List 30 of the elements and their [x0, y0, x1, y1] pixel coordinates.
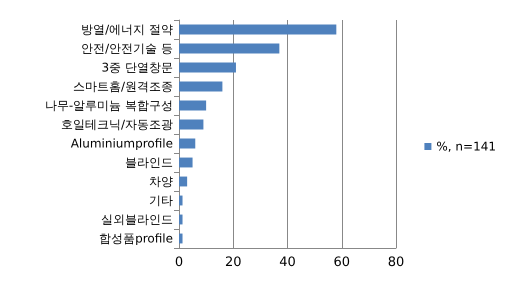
y-tick-label: 차양	[149, 174, 173, 188]
bar	[179, 24, 336, 34]
bar	[179, 234, 183, 244]
x-tick-label: 0	[174, 255, 184, 270]
y-tick-label: Aluminiumprofile	[70, 136, 173, 150]
bar	[179, 120, 204, 130]
x-tick-label: 20	[224, 255, 242, 270]
bar	[179, 196, 183, 206]
bar	[179, 176, 188, 186]
bar	[179, 44, 280, 54]
x-tick-label: 60	[333, 255, 350, 270]
legend-label: %, n=141	[436, 140, 496, 154]
y-tick-label: 기타	[149, 194, 173, 208]
y-tick-label: 호일테크닉/자동조광	[60, 118, 173, 132]
y-tick-label: 실외블라인드	[101, 212, 173, 226]
bar	[179, 214, 183, 224]
bar	[179, 158, 193, 168]
y-tick-label: 스마트홈/원격조종	[72, 80, 173, 94]
bar	[179, 138, 196, 148]
y-tick-label: 블라인드	[125, 156, 173, 170]
bar	[179, 82, 222, 92]
x-tick-label: 40	[279, 255, 296, 270]
x-tick-label: 80	[388, 255, 404, 270]
y-tick-label: 3중 단열창문	[102, 60, 173, 74]
y-tick-label: 안전/안전기술 등	[81, 42, 173, 56]
y-tick-label: 방열/에너지 절약	[81, 22, 173, 36]
bar	[179, 62, 236, 72]
y-tick-label: 나무-알루미늄 복합구성	[44, 98, 173, 112]
bar	[179, 100, 206, 110]
y-tick-label: 합성품profile	[99, 232, 173, 246]
